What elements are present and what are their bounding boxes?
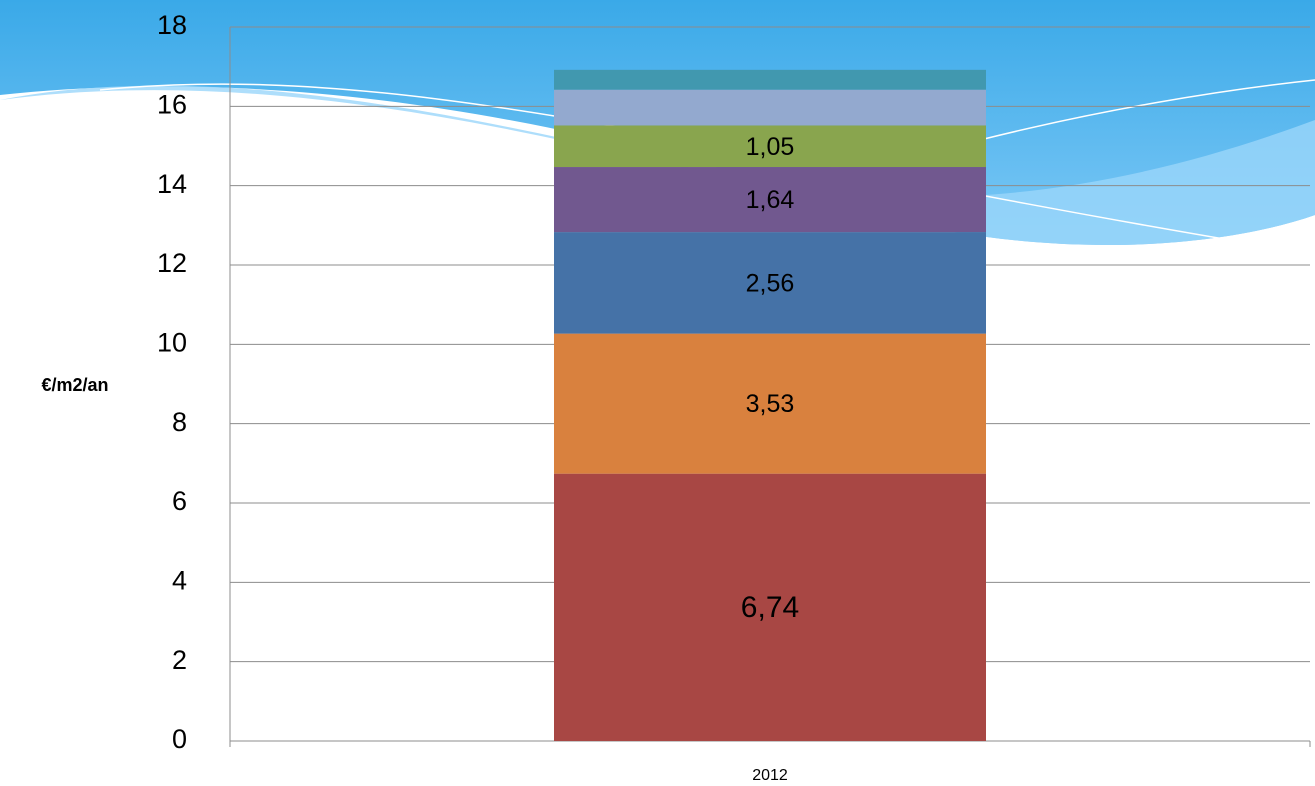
bar-segment [554,70,986,90]
x-tick-label: 2012 [752,767,788,784]
data-label: 1,05 [746,133,795,161]
data-label: 1,64 [746,186,795,214]
y-tick-label: 2 [172,645,187,675]
data-label: 2,56 [746,269,795,297]
y-tick-label: 18 [157,10,187,40]
data-label: 3,53 [746,390,795,418]
y-tick-label: 6 [172,486,187,516]
y-tick-label: 8 [172,407,187,437]
y-tick-label: 14 [157,169,187,199]
y-tick-label: 12 [157,248,187,278]
y-tick-label: 16 [157,89,187,119]
y-tick-label: 0 [172,724,187,754]
y-tick-label: 10 [157,327,187,357]
y-axis-label: €/m2/an [41,375,108,395]
slide: €/m2/an 0 2 4 6 8 10 12 14 16 18 2012 6,74 3,53 2,56 1… [0,0,1315,786]
data-label: 6,74 [741,591,799,624]
bar-segment [554,90,986,126]
y-tick-label: 4 [172,565,187,595]
